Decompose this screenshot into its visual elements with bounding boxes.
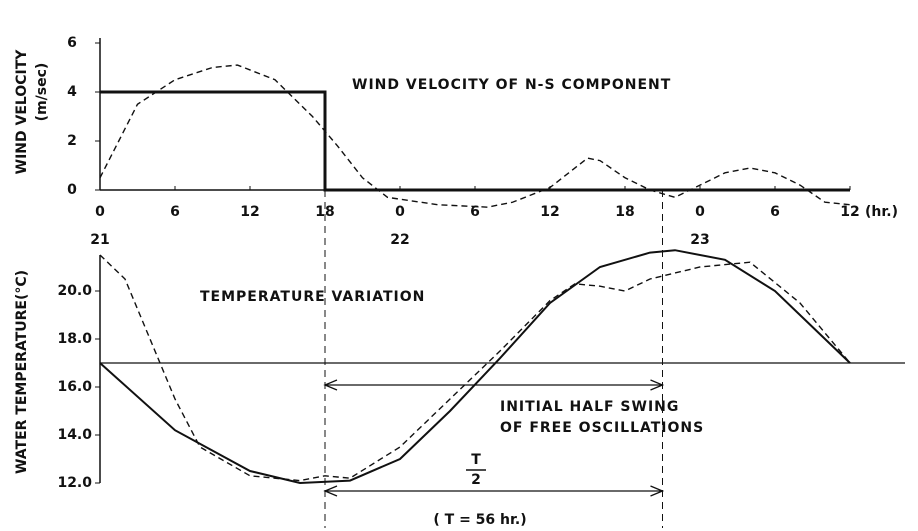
half-swing-arrow-head (650, 379, 665, 391)
x-tick-label: 12 (840, 204, 859, 220)
annotation: TEMPERATURE VARIATION (200, 289, 425, 305)
annotation: ( T = 56 hr.) (433, 512, 526, 528)
period-arrow-head (650, 485, 665, 497)
x-tick-label: 18 (315, 204, 334, 220)
y-tick-label: 0 (67, 182, 77, 198)
x-tick-label: 0 (395, 204, 405, 220)
y-tick-label: 16.0 (57, 379, 92, 395)
fraction-num: T (471, 452, 481, 468)
y-tick-label: 6 (67, 35, 77, 51)
x-tick-label: 18 (615, 204, 634, 220)
x-tick-label: 0 (95, 204, 105, 220)
annotation: INITIAL HALF SWING (500, 399, 679, 415)
chart-title: WIND VELOCITY OF N-S COMPONENT (352, 77, 671, 93)
x-tick-label: 6 (470, 204, 480, 220)
y-tick-label: 20.0 (57, 283, 92, 299)
day-label: 23 (690, 232, 709, 248)
day-label: 22 (390, 232, 409, 248)
x-unit: (hr.) (865, 204, 898, 220)
y-tick-label: 2 (67, 133, 77, 149)
x-tick-label: 12 (240, 204, 259, 220)
y-axis-label: WATER TEMPERATURE(°C) (14, 270, 30, 474)
x-tick-label: 6 (770, 204, 780, 220)
y-axis-label: WIND VELOCITY (14, 49, 30, 175)
period-arrow-head (323, 485, 338, 497)
y-tick-label: 12.0 (57, 475, 92, 491)
x-tick-label: 6 (170, 204, 180, 220)
day-label: 21 (90, 232, 109, 248)
y-tick-label: 14.0 (57, 427, 92, 443)
fraction-den: 2 (471, 472, 481, 488)
y-tick-label: 18.0 (57, 331, 92, 347)
data-line (100, 90, 850, 192)
data-line (99, 64, 851, 208)
annotation: OF FREE OSCILLATIONS (500, 420, 704, 436)
data-line (99, 249, 851, 485)
x-tick-label: 0 (695, 204, 705, 220)
data-line (99, 254, 851, 482)
y-tick-label: 4 (67, 84, 77, 100)
half-swing-arrow-head (323, 379, 338, 391)
x-tick-label: 12 (540, 204, 559, 220)
y-axis-unit: (m/sec) (34, 63, 50, 122)
